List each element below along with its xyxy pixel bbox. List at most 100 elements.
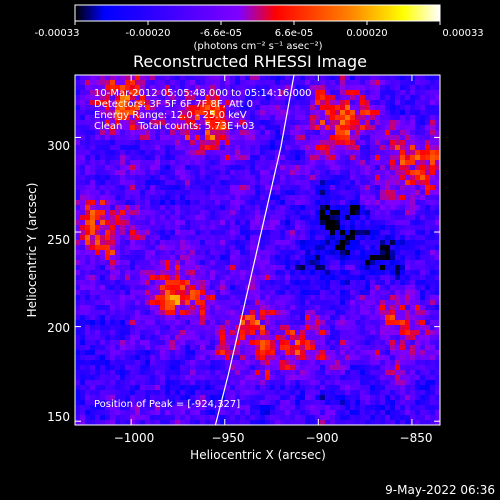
heatmap-cell xyxy=(85,105,90,110)
heatmap-cell xyxy=(160,90,165,95)
heatmap-cell xyxy=(425,255,430,260)
heatmap-cell xyxy=(230,275,235,280)
heatmap-cell xyxy=(120,275,125,280)
heatmap-cell xyxy=(150,145,155,150)
heatmap-cell xyxy=(180,270,185,275)
heatmap-cell xyxy=(165,240,170,245)
heatmap-cell xyxy=(120,135,125,140)
heatmap-cell xyxy=(385,265,390,270)
heatmap-cell xyxy=(295,375,300,380)
heatmap-cell xyxy=(170,155,175,160)
heatmap-cell xyxy=(295,105,300,110)
heatmap-cell xyxy=(105,415,110,420)
heatmap-cell xyxy=(295,225,300,230)
heatmap-cell xyxy=(110,305,115,310)
heatmap-cell xyxy=(325,310,330,315)
heatmap-cell xyxy=(210,90,215,95)
heatmap-cell xyxy=(160,275,165,280)
heatmap-cell xyxy=(355,145,360,150)
heatmap-cell xyxy=(250,320,255,325)
heatmap-cell xyxy=(335,280,340,285)
heatmap-cell xyxy=(100,340,105,345)
heatmap-cell xyxy=(160,205,165,210)
heatmap-cell xyxy=(220,245,225,250)
heatmap-cell xyxy=(215,355,220,360)
heatmap-cell xyxy=(175,255,180,260)
heatmap-cell xyxy=(175,375,180,380)
heatmap-cell xyxy=(165,380,170,385)
heatmap-cell xyxy=(395,340,400,345)
heatmap-cell xyxy=(405,315,410,320)
heatmap-cell xyxy=(145,120,150,125)
heatmap-cell xyxy=(230,235,235,240)
heatmap-cell xyxy=(435,125,440,130)
heatmap-cell xyxy=(370,95,375,100)
heatmap-cell xyxy=(435,190,440,195)
heatmap-cell xyxy=(220,105,225,110)
heatmap-cell xyxy=(385,360,390,365)
heatmap-cell xyxy=(145,145,150,150)
heatmap-cell xyxy=(170,215,175,220)
heatmap-cell xyxy=(80,295,85,300)
heatmap-cell xyxy=(80,385,85,390)
heatmap-cell xyxy=(335,315,340,320)
heatmap-cell xyxy=(90,195,95,200)
heatmap-cell xyxy=(260,405,265,410)
heatmap-cell xyxy=(320,105,325,110)
heatmap-cell xyxy=(310,75,315,80)
heatmap-cell xyxy=(370,230,375,235)
heatmap-cell xyxy=(245,80,250,85)
heatmap-cell xyxy=(135,140,140,145)
heatmap-cell xyxy=(345,400,350,405)
heatmap-cell xyxy=(420,275,425,280)
heatmap-cell xyxy=(145,290,150,295)
heatmap-cell xyxy=(295,195,300,200)
heatmap-cell xyxy=(85,145,90,150)
heatmap-cell xyxy=(285,410,290,415)
heatmap-cell xyxy=(415,315,420,320)
heatmap-cell xyxy=(265,230,270,235)
heatmap-cell xyxy=(255,285,260,290)
heatmap-cell xyxy=(120,205,125,210)
heatmap-cell xyxy=(185,355,190,360)
heatmap-cell xyxy=(250,85,255,90)
heatmap-cell xyxy=(110,280,115,285)
heatmap-cell xyxy=(195,320,200,325)
heatmap-cell xyxy=(350,375,355,380)
heatmap-cell xyxy=(350,130,355,135)
heatmap-cell xyxy=(85,175,90,180)
heatmap-cell xyxy=(375,220,380,225)
heatmap-cell xyxy=(75,345,80,350)
heatmap-cell xyxy=(435,85,440,90)
heatmap-cell xyxy=(280,250,285,255)
heatmap-cell xyxy=(75,325,80,330)
heatmap-cell xyxy=(115,400,120,405)
heatmap-cell xyxy=(235,300,240,305)
heatmap-cell xyxy=(300,335,305,340)
heatmap-cell xyxy=(175,200,180,205)
heatmap-cell xyxy=(415,90,420,95)
heatmap-cell xyxy=(355,305,360,310)
heatmap-cell xyxy=(120,155,125,160)
heatmap-cell xyxy=(170,175,175,180)
heatmap-cell xyxy=(160,165,165,170)
heatmap-cell xyxy=(140,400,145,405)
heatmap-cell xyxy=(430,75,435,80)
heatmap-cell xyxy=(410,120,415,125)
heatmap-cell xyxy=(115,415,120,420)
heatmap-cell xyxy=(110,270,115,275)
heatmap-cell xyxy=(345,125,350,130)
heatmap-cell xyxy=(120,235,125,240)
heatmap-cell xyxy=(280,290,285,295)
heatmap-cell xyxy=(165,385,170,390)
heatmap-cell xyxy=(285,100,290,105)
heatmap-cell xyxy=(420,140,425,145)
heatmap-cell xyxy=(420,190,425,195)
heatmap-cell xyxy=(125,305,130,310)
heatmap-cell xyxy=(185,145,190,150)
heatmap-cell xyxy=(230,380,235,385)
heatmap-cell xyxy=(355,270,360,275)
heatmap-cell xyxy=(80,375,85,380)
heatmap-cell xyxy=(185,245,190,250)
heatmap-cell xyxy=(195,125,200,130)
